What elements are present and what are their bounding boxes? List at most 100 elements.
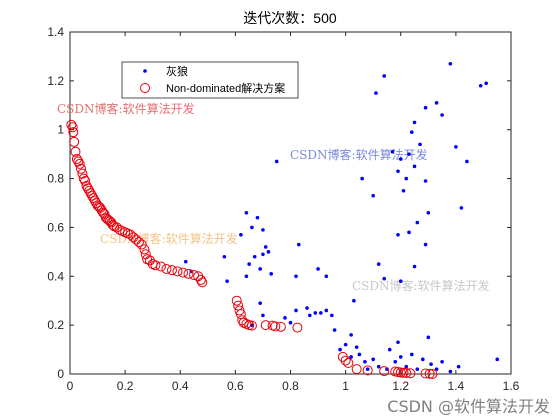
wolf-point — [478, 83, 483, 88]
wolf-point — [274, 159, 279, 164]
wolf-point — [448, 369, 453, 374]
pareto-point — [270, 321, 281, 332]
pareto-point — [73, 156, 84, 167]
wolf-point — [363, 359, 367, 364]
wolf-point — [354, 345, 359, 349]
wolf-point — [313, 311, 318, 315]
pareto-point — [80, 176, 91, 187]
pareto-point — [340, 355, 351, 366]
wolf-point — [283, 316, 287, 320]
wolf-point — [484, 81, 488, 86]
pareto-point — [84, 185, 95, 196]
wolf-point — [409, 352, 414, 357]
wolf-point — [343, 342, 348, 347]
pareto-point — [70, 146, 81, 157]
wolf-point — [412, 164, 417, 169]
wolf-point — [465, 159, 469, 164]
pareto-point — [197, 277, 208, 288]
pareto-point — [150, 260, 161, 271]
wolf-point — [429, 362, 433, 367]
y-tick-label: 0.8 — [47, 172, 64, 186]
y-axis: 0 0.2 0.4 0.6 0.8 1 1.2 1.4 — [47, 25, 511, 381]
wolf-point — [305, 306, 309, 310]
wolf-point — [261, 313, 265, 318]
wolf-point — [404, 176, 409, 181]
y-tick-label: 1 — [57, 123, 64, 137]
pareto-point — [172, 266, 183, 277]
pareto-point — [231, 295, 242, 306]
wolf-point — [387, 347, 392, 352]
pareto-point — [420, 368, 431, 379]
wolf-point — [261, 228, 265, 232]
pareto-point — [96, 205, 107, 216]
y-tick-label: 0.4 — [47, 269, 64, 283]
pareto-point — [337, 351, 348, 362]
wolf-point — [244, 274, 249, 279]
wolf-point — [398, 355, 403, 359]
x-tick-label: 0.8 — [282, 379, 299, 393]
wolf-point — [261, 252, 265, 257]
wolf-point — [294, 308, 298, 313]
wolf-point — [247, 262, 251, 266]
wolf-point — [376, 364, 381, 369]
x-tick-label: 0.2 — [117, 379, 134, 393]
y-tick-label: 1.2 — [47, 74, 64, 88]
legend-marker-dot — [143, 69, 147, 73]
wolf-point — [294, 274, 298, 279]
pareto-point — [424, 368, 435, 379]
pareto-point — [88, 193, 99, 204]
legend-box — [121, 61, 299, 99]
pareto-point — [111, 222, 122, 233]
legend-label: 灰狼 — [166, 64, 188, 78]
wolf-point — [307, 313, 312, 318]
wolf-point — [263, 245, 268, 249]
chart-title: 迭代次数：500 — [243, 10, 337, 26]
wolf-point — [396, 232, 400, 237]
wolf-point — [448, 61, 453, 66]
wolf-point — [396, 169, 400, 174]
wolf-point — [352, 298, 356, 303]
wolf-point — [360, 176, 364, 181]
wolf-point — [440, 359, 444, 364]
wolf-point — [250, 225, 254, 230]
x-tick-label: 0.4 — [172, 379, 189, 393]
x-axis: 0 0.2 0.4 0.6 0.8 1 1.2 1.4 1.6 — [67, 32, 520, 393]
wolf-point — [423, 105, 428, 110]
watermark-text: CSDN博客:软件算法开发 — [290, 147, 428, 162]
x-tick-label: 0.6 — [227, 379, 244, 393]
wolf-point — [349, 333, 353, 337]
wolf-point — [365, 367, 370, 371]
wolf-point — [415, 220, 420, 225]
pareto-point — [275, 321, 286, 332]
wolf-point — [324, 274, 329, 279]
x-tick-label: 0 — [67, 379, 74, 393]
pareto-point — [362, 365, 373, 376]
pareto-point — [85, 188, 96, 199]
wolf-point — [319, 311, 323, 315]
wolf-point — [434, 101, 439, 105]
wolf-point — [382, 276, 387, 281]
wolf-point — [495, 357, 500, 362]
pareto-point — [183, 268, 194, 279]
pareto-point — [81, 180, 92, 191]
y-tick-label: 1.4 — [47, 25, 64, 39]
watermark-text: CSDN博客:软件算法开发 — [352, 278, 490, 293]
wolf-point — [376, 262, 381, 266]
wolf-point — [371, 357, 375, 362]
pareto-point — [195, 274, 206, 285]
pareto-point — [155, 261, 166, 272]
x-tick-label: 1 — [342, 379, 349, 393]
pareto-point — [66, 119, 77, 130]
y-tick-label: 0 — [57, 367, 64, 381]
pareto-point — [67, 122, 78, 133]
pareto-point — [136, 239, 147, 250]
pareto-point — [87, 190, 98, 201]
pareto-point — [133, 237, 144, 248]
wolf-point — [252, 254, 257, 259]
wolf-point — [371, 193, 375, 198]
wolf-point — [418, 142, 422, 147]
pareto-point — [343, 358, 354, 369]
pareto-point — [398, 367, 409, 378]
wolf-point — [225, 279, 229, 283]
